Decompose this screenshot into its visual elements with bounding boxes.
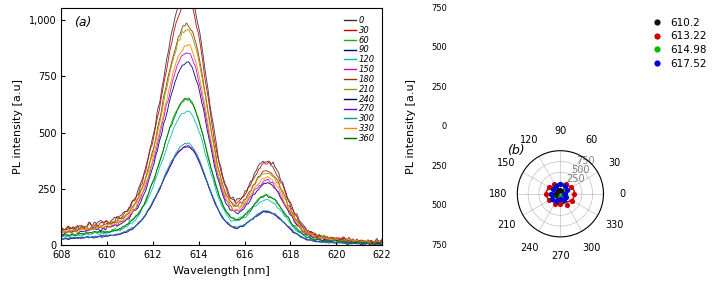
Point [554,195,566,199]
Point [541,191,552,196]
Point [550,184,562,188]
Text: (b): (b) [507,144,525,157]
Y-axis label: PL intensity [a.u]: PL intensity [a.u] [13,80,23,174]
Text: 0: 0 [441,122,447,131]
Point [544,185,555,190]
Point [554,197,566,201]
Point [550,199,562,204]
Point [559,198,570,202]
Point [561,188,572,192]
Point [546,197,557,201]
Point [545,191,557,196]
Point [549,201,560,206]
Point [554,195,566,200]
Point [568,191,580,196]
Point [561,202,572,207]
Point [558,190,570,194]
Point [547,187,559,192]
Point [559,184,570,189]
Text: (a): (a) [74,16,91,28]
Point [557,188,568,193]
Point [558,193,570,198]
Point [559,191,570,196]
Text: 750: 750 [431,4,447,13]
Point [560,195,572,199]
Point [560,188,572,193]
Legend: 610.2, 613.22, 614.98, 617.52: 610.2, 613.22, 614.98, 617.52 [642,14,711,73]
Point [545,191,557,196]
Point [546,196,558,201]
Point [554,182,566,186]
Point [552,190,563,194]
Text: 250: 250 [431,83,447,92]
Point [554,188,566,192]
Point [550,199,562,203]
Point [549,181,560,186]
Point [567,198,578,203]
Point [554,182,566,187]
Point [550,184,562,189]
Point [566,185,577,190]
Point [544,198,555,202]
Text: PL intensity [a.u]: PL intensity [a.u] [406,80,415,174]
Text: 250: 250 [431,162,447,171]
Point [558,191,570,196]
Legend: 0, 30, 60, 90, 120, 150, 180, 210, 240, 270, 300, 330, 360: 0, 30, 60, 90, 120, 150, 180, 210, 240, … [341,13,378,146]
Point [554,181,566,186]
Point [559,198,570,202]
Point [552,193,563,198]
X-axis label: Wavelength [nm]: Wavelength [nm] [174,266,270,276]
Text: 500: 500 [431,43,447,52]
Point [553,188,564,193]
Text: 750: 750 [431,241,447,250]
Point [547,187,559,192]
Point [558,191,570,196]
Point [557,195,568,199]
Point [559,184,571,188]
Point [560,195,572,199]
Point [560,181,572,186]
Point [553,195,564,199]
Text: 500: 500 [431,201,447,210]
Point [554,201,566,206]
Point [550,191,562,196]
